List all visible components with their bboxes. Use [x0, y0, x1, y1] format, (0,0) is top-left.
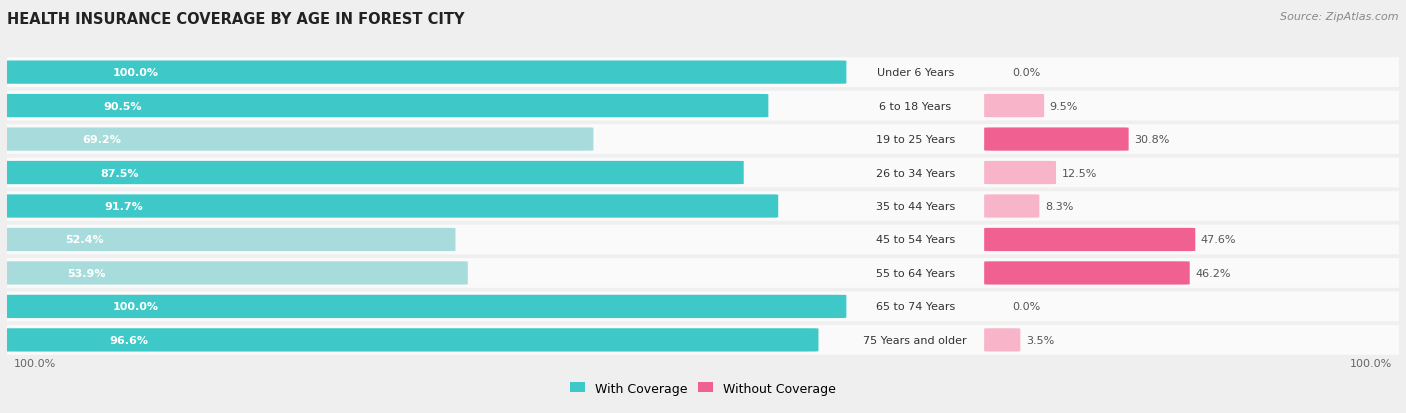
FancyBboxPatch shape [3, 328, 818, 352]
Text: Source: ZipAtlas.com: Source: ZipAtlas.com [1281, 12, 1399, 22]
FancyBboxPatch shape [3, 295, 846, 318]
FancyBboxPatch shape [3, 128, 593, 151]
Text: 47.6%: 47.6% [1201, 235, 1236, 245]
FancyBboxPatch shape [3, 195, 778, 218]
FancyBboxPatch shape [0, 259, 1406, 288]
Text: 55 to 64 Years: 55 to 64 Years [876, 268, 955, 278]
Text: 8.3%: 8.3% [1045, 202, 1073, 211]
Text: Under 6 Years: Under 6 Years [877, 68, 953, 78]
Text: 96.6%: 96.6% [110, 335, 148, 345]
FancyBboxPatch shape [984, 195, 1039, 218]
Text: 100.0%: 100.0% [112, 301, 159, 312]
Text: 6 to 18 Years: 6 to 18 Years [879, 101, 952, 112]
FancyBboxPatch shape [0, 192, 1406, 221]
FancyBboxPatch shape [0, 225, 1406, 255]
FancyBboxPatch shape [3, 95, 768, 118]
FancyBboxPatch shape [984, 262, 1189, 285]
FancyBboxPatch shape [984, 228, 1195, 252]
Text: 100.0%: 100.0% [1350, 358, 1392, 368]
FancyBboxPatch shape [984, 161, 1056, 185]
Text: 90.5%: 90.5% [103, 101, 142, 112]
FancyBboxPatch shape [3, 161, 744, 185]
Legend: With Coverage, Without Coverage: With Coverage, Without Coverage [565, 377, 841, 400]
Text: 69.2%: 69.2% [82, 135, 121, 145]
Text: 26 to 34 Years: 26 to 34 Years [876, 168, 955, 178]
Text: 45 to 54 Years: 45 to 54 Years [876, 235, 955, 245]
Text: 35 to 44 Years: 35 to 44 Years [876, 202, 955, 211]
Text: 9.5%: 9.5% [1050, 101, 1078, 112]
Text: 91.7%: 91.7% [104, 202, 143, 211]
Text: HEALTH INSURANCE COVERAGE BY AGE IN FOREST CITY: HEALTH INSURANCE COVERAGE BY AGE IN FORE… [7, 12, 464, 27]
Text: 19 to 25 Years: 19 to 25 Years [876, 135, 955, 145]
FancyBboxPatch shape [984, 95, 1045, 118]
FancyBboxPatch shape [984, 328, 1021, 352]
Text: 0.0%: 0.0% [1012, 68, 1040, 78]
Text: 87.5%: 87.5% [100, 168, 139, 178]
Text: 30.8%: 30.8% [1135, 135, 1170, 145]
FancyBboxPatch shape [3, 61, 846, 85]
FancyBboxPatch shape [0, 292, 1406, 322]
FancyBboxPatch shape [0, 325, 1406, 355]
FancyBboxPatch shape [0, 158, 1406, 188]
FancyBboxPatch shape [984, 128, 1129, 151]
Text: 100.0%: 100.0% [112, 68, 159, 78]
Text: 75 Years and older: 75 Years and older [863, 335, 967, 345]
Text: 52.4%: 52.4% [66, 235, 104, 245]
FancyBboxPatch shape [0, 58, 1406, 88]
Text: 0.0%: 0.0% [1012, 301, 1040, 312]
FancyBboxPatch shape [3, 228, 456, 252]
FancyBboxPatch shape [0, 91, 1406, 121]
Text: 12.5%: 12.5% [1062, 168, 1097, 178]
FancyBboxPatch shape [3, 262, 468, 285]
Text: 65 to 74 Years: 65 to 74 Years [876, 301, 955, 312]
Text: 46.2%: 46.2% [1195, 268, 1230, 278]
FancyBboxPatch shape [0, 125, 1406, 154]
Text: 100.0%: 100.0% [14, 358, 56, 368]
Text: 3.5%: 3.5% [1026, 335, 1054, 345]
Text: 53.9%: 53.9% [67, 268, 105, 278]
